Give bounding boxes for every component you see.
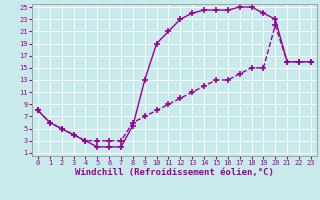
X-axis label: Windchill (Refroidissement éolien,°C): Windchill (Refroidissement éolien,°C) <box>75 168 274 177</box>
